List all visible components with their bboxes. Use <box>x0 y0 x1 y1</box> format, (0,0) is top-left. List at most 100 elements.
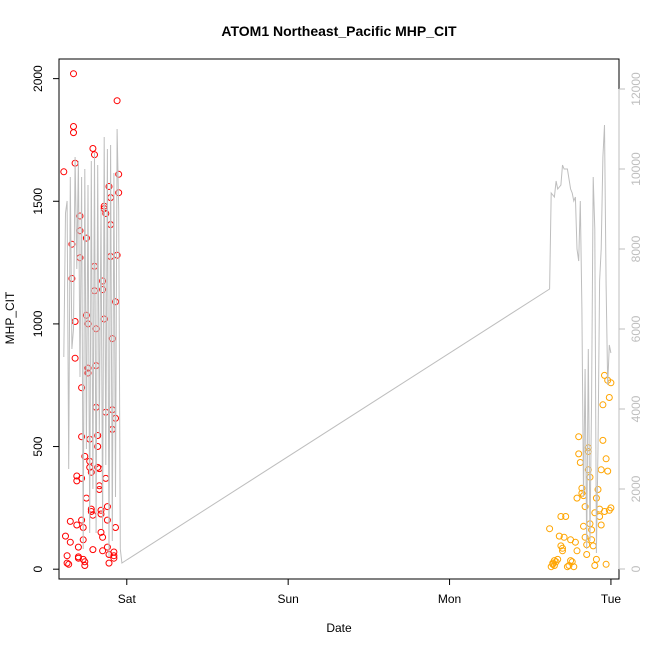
data-point-0-67 <box>99 286 107 294</box>
data-point-0-94 <box>115 170 123 178</box>
data-point-0-43 <box>87 468 95 476</box>
data-point-0-32 <box>81 562 89 569</box>
data-point-1-18 <box>567 557 575 565</box>
data-point-0-62 <box>97 510 105 518</box>
data-point-1-28 <box>578 484 586 492</box>
data-point-0-55 <box>94 432 102 439</box>
data-point-1-4 <box>550 557 558 565</box>
data-point-0-21 <box>76 212 84 220</box>
data-point-1-30 <box>580 522 587 530</box>
x-tick-label-1: Sun <box>277 592 298 606</box>
data-point-1-0 <box>546 525 554 533</box>
data-point-1-45 <box>592 555 600 563</box>
data-point-0-74 <box>103 503 111 511</box>
data-point-0-65 <box>99 547 107 555</box>
y2-tick-label-1: 2000 <box>629 475 643 502</box>
data-point-0-47 <box>89 546 97 554</box>
data-point-0-39 <box>84 369 92 377</box>
data-point-0-73 <box>102 474 110 482</box>
data-point-0-57 <box>94 463 102 471</box>
data-point-1-56 <box>602 560 610 568</box>
data-point-0-87 <box>110 552 118 560</box>
data-point-0-18 <box>74 543 82 551</box>
data-point-1-12 <box>559 547 566 555</box>
data-point-1-21 <box>571 538 579 546</box>
data-point-0-0 <box>60 168 68 176</box>
data-point-0-36 <box>82 311 90 319</box>
y-axis-label: MHP_CIT <box>3 291 17 344</box>
x-axis-label: Date <box>326 621 352 635</box>
data-point-0-93 <box>113 97 121 105</box>
data-point-1-8 <box>555 532 563 540</box>
y2-tick-label-0: 0 <box>629 565 643 572</box>
data-point-1-22 <box>573 547 581 555</box>
data-point-1-34 <box>583 551 591 558</box>
data-point-1-10 <box>557 513 565 520</box>
data-point-0-13 <box>71 318 79 325</box>
x-tick-label-0: Sat <box>118 592 137 606</box>
data-point-0-85 <box>108 406 116 414</box>
data-point-0-75 <box>103 516 111 524</box>
data-point-0-14 <box>71 354 79 362</box>
data-point-0-45 <box>87 508 95 515</box>
data-point-1-62 <box>607 504 615 512</box>
y2-tick-label-6: 12000 <box>629 72 643 106</box>
data-point-1-20 <box>570 563 578 571</box>
plot-frame <box>58 58 620 580</box>
x-tick-label-3: Tue <box>601 592 622 606</box>
data-point-0-63 <box>97 528 105 536</box>
data-point-1-38 <box>586 473 594 481</box>
data-point-1-26 <box>576 459 584 466</box>
data-point-1-37 <box>584 466 592 474</box>
data-point-0-34 <box>82 494 90 502</box>
data-point-0-35 <box>82 234 90 242</box>
data-point-0-61 <box>97 506 105 514</box>
data-point-1-19 <box>568 558 576 566</box>
data-point-0-48 <box>89 145 97 152</box>
data-point-0-33 <box>81 452 89 460</box>
data-point-0-64 <box>99 533 107 541</box>
data-point-0-24 <box>78 384 86 392</box>
data-point-0-79 <box>105 183 113 190</box>
y2-tick-label-2: 4000 <box>629 395 643 422</box>
y-tick-label-3: 1500 <box>31 188 45 215</box>
y-tick-label-4: 2000 <box>31 65 45 92</box>
data-point-1-44 <box>591 562 599 569</box>
data-point-1-50 <box>597 521 605 529</box>
data-point-0-10 <box>70 123 77 130</box>
data-point-0-38 <box>84 364 92 372</box>
data-point-0-76 <box>103 543 111 551</box>
data-point-0-31 <box>81 558 89 566</box>
data-point-0-71 <box>102 210 110 217</box>
series-line-2 <box>63 124 612 564</box>
data-point-0-78 <box>105 559 113 567</box>
data-point-0-83 <box>108 335 116 343</box>
data-point-0-11 <box>70 129 77 137</box>
data-point-1-32 <box>581 533 589 541</box>
data-point-0-2 <box>63 552 71 560</box>
data-point-0-26 <box>78 474 86 482</box>
data-point-1-49 <box>596 513 604 520</box>
data-point-0-9 <box>70 70 77 78</box>
data-point-1-51 <box>597 466 605 474</box>
data-point-1-60 <box>605 394 613 401</box>
data-point-1-23 <box>573 494 581 502</box>
y2-tick-label-3: 6000 <box>629 315 643 342</box>
data-point-1-25 <box>575 450 583 458</box>
data-point-1-31 <box>581 503 589 511</box>
data-point-0-58 <box>95 465 103 473</box>
data-point-1-55 <box>601 508 608 515</box>
data-point-1-13 <box>560 533 568 541</box>
data-point-1-7 <box>554 555 562 563</box>
data-point-0-54 <box>92 403 100 411</box>
data-point-1-5 <box>550 562 558 569</box>
y2-tick-label-5: 10000 <box>629 152 643 186</box>
series-layer <box>60 70 615 571</box>
data-point-0-7 <box>68 275 76 282</box>
axes-layer: 0 500 1000 1500 2000 0 2000 4000 6000 8000 10000 12… <box>31 65 643 606</box>
y-tick-label-2: 1000 <box>31 310 45 337</box>
data-point-1-43 <box>591 509 599 517</box>
data-point-1-57 <box>602 455 610 463</box>
data-point-1-47 <box>594 486 602 493</box>
